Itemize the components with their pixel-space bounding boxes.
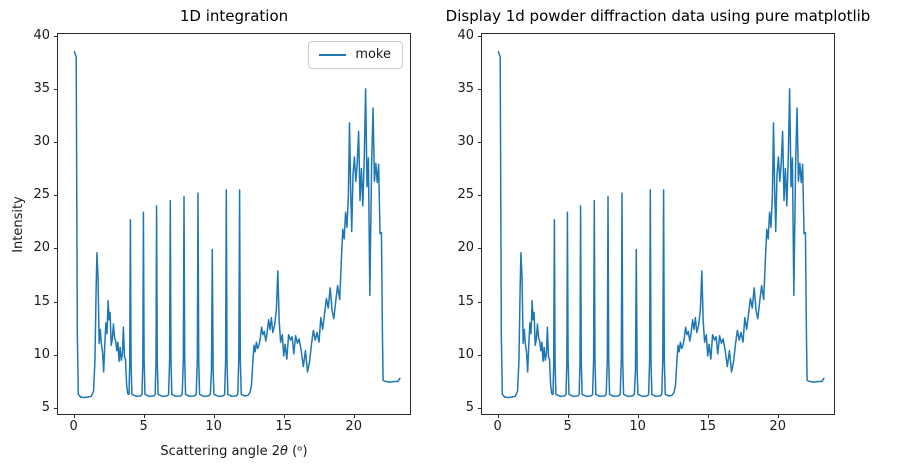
- x-tick-label: 10: [629, 419, 646, 434]
- y-tick: [54, 195, 58, 197]
- x-tick: [637, 414, 639, 418]
- y-tick-label: 10: [457, 346, 474, 362]
- y-tick: [478, 301, 482, 303]
- x-tick: [283, 414, 285, 418]
- y-tick: [478, 408, 482, 410]
- plot-area: [497, 50, 825, 399]
- x-tick: [777, 414, 779, 418]
- right-plot-title: Display 1d powder diffraction data using…: [445, 7, 871, 25]
- right-plot-axes: Display 1d powder diffraction data using…: [446, 7, 871, 434]
- y-axis-label: Intensity: [10, 195, 26, 253]
- x-tick: [143, 414, 145, 418]
- x-tick-label: 5: [563, 419, 572, 434]
- y-tick: [478, 248, 482, 250]
- x-axis-label-prefix: Scattering angle 2: [160, 444, 280, 459]
- x-tick-label: 0: [69, 419, 78, 434]
- x-tick: [497, 414, 499, 418]
- x-tick-label: 0: [493, 419, 502, 434]
- x-axis-label-suffix: (ᵒ): [287, 444, 308, 459]
- y-tick: [478, 142, 482, 144]
- y-tick-label: 5: [465, 400, 474, 416]
- left-plot-title: 1D integration: [179, 7, 289, 25]
- y-tick-label: 25: [33, 187, 50, 203]
- y-tick-label: 35: [457, 80, 474, 96]
- y-tick: [478, 195, 482, 197]
- y-tick: [54, 301, 58, 303]
- y-tick: [54, 142, 58, 144]
- y-axis-label-box: Intensity: [10, 34, 26, 414]
- x-tick-label: 20: [345, 419, 362, 434]
- y-tick-label: 25: [457, 187, 474, 203]
- y-tick-label: 10: [33, 346, 50, 362]
- y-tick-label: 30: [457, 134, 474, 150]
- x-axis-label: Scattering angle 2θ (ᵒ): [160, 444, 307, 459]
- y-tick: [54, 354, 58, 356]
- y-tick: [478, 354, 482, 356]
- x-tick: [73, 414, 75, 418]
- x-tick: [567, 414, 569, 418]
- x-tick-label: 10: [205, 419, 222, 434]
- data-line-moke: [497, 50, 825, 399]
- y-tick-label: 35: [33, 80, 50, 96]
- y-tick-label: 15: [457, 293, 474, 309]
- legend: moke: [308, 41, 403, 69]
- x-tick: [707, 414, 709, 418]
- y-tick-label: 40: [457, 27, 474, 43]
- x-tick-label: 20: [769, 419, 786, 434]
- x-tick-label: 15: [699, 419, 716, 434]
- x-axis-label-theta: θ: [279, 444, 288, 459]
- y-tick-label: 40: [33, 27, 50, 43]
- legend-line-sample: [319, 54, 347, 56]
- y-tick: [54, 408, 58, 410]
- y-tick-label: 20: [457, 240, 474, 256]
- y-tick: [54, 35, 58, 37]
- y-tick: [478, 35, 482, 37]
- left-plot-axes: 1D integration Intensity Scattering angl…: [11, 7, 411, 459]
- y-tick: [478, 88, 482, 90]
- legend-label: moke: [355, 47, 391, 62]
- x-tick-label: 5: [139, 419, 148, 434]
- x-tick: [353, 414, 355, 418]
- y-tick-label: 20: [33, 240, 50, 256]
- x-tick: [213, 414, 215, 418]
- y-tick-label: 15: [33, 293, 50, 309]
- y-tick: [54, 248, 58, 250]
- plot-area: [73, 50, 401, 399]
- y-tick: [54, 88, 58, 90]
- y-tick-label: 5: [41, 400, 50, 416]
- x-tick-label: 15: [275, 419, 292, 434]
- data-line-moke: [73, 50, 401, 399]
- y-tick-label: 30: [33, 134, 50, 150]
